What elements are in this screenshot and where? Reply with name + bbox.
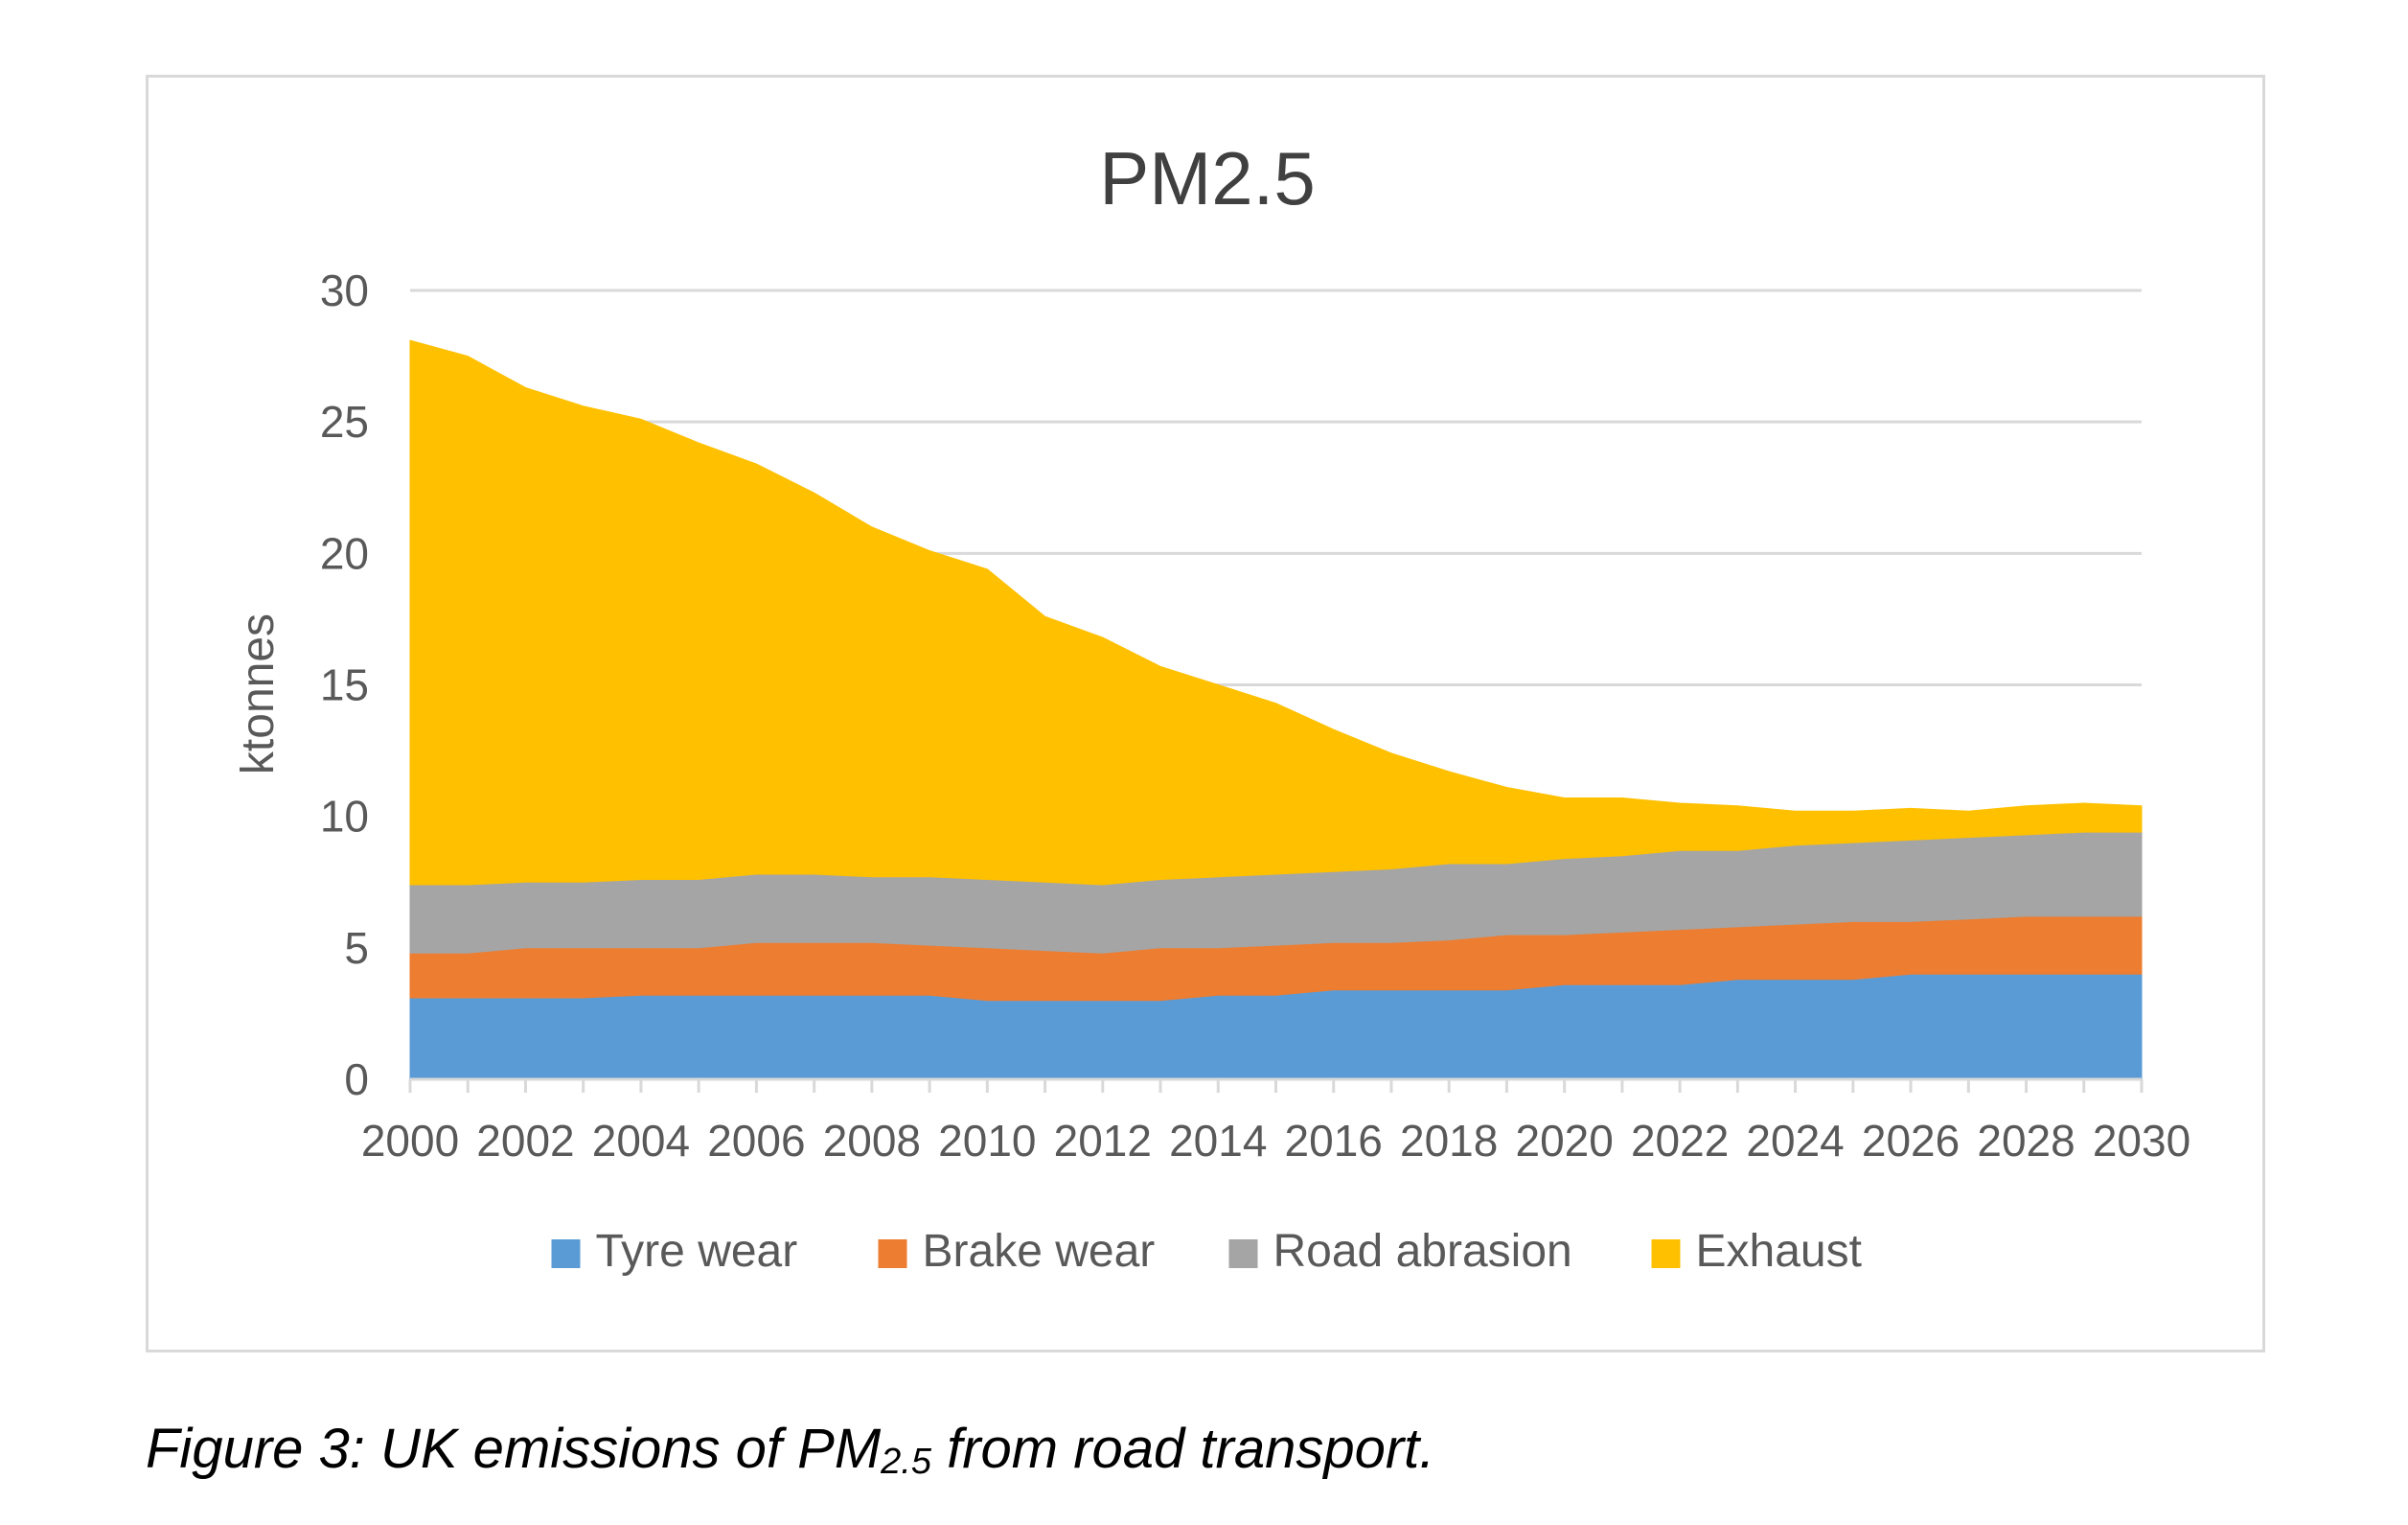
- chart-title: PM2.5: [1099, 136, 1315, 220]
- y-axis-title: ktonnes: [233, 613, 284, 774]
- x-tick-label-2014: 2014: [1169, 1116, 1267, 1166]
- x-tick-label-2016: 2016: [1285, 1116, 1383, 1166]
- legend-item-road-abrasion: Road abrasion: [1228, 1226, 1572, 1277]
- figure-caption: Figure 3: UK emissions of PM2.5 from roa…: [146, 1417, 1434, 1483]
- legend-label-tyre-wear: Tyre wear: [596, 1226, 798, 1277]
- x-tick-label-2022: 2022: [1631, 1116, 1729, 1166]
- x-tick-label-2012: 2012: [1054, 1116, 1152, 1166]
- y-tick-label-5: 5: [344, 923, 369, 973]
- x-tick-label-2026: 2026: [1862, 1116, 1960, 1166]
- legend-label-road-abrasion: Road abrasion: [1273, 1226, 1572, 1277]
- x-tick-label-2000: 2000: [361, 1116, 459, 1166]
- legend-swatch-road-abrasion: [1228, 1239, 1258, 1268]
- chart-svg: 0 5 10 15 20 25 30 2000 2002 2004 2006 2008 2010 201…: [233, 136, 2190, 1277]
- y-tick-label-15: 15: [320, 660, 369, 710]
- x-tick-label-2020: 2020: [1515, 1116, 1613, 1166]
- legend-item-brake-wear: Brake wear: [878, 1226, 1156, 1277]
- x-tick-label-2002: 2002: [476, 1116, 574, 1166]
- x-tick-label-2028: 2028: [1977, 1116, 2075, 1166]
- legend-item-exhaust: Exhaust: [1651, 1226, 1862, 1277]
- area-exhaust: [409, 339, 2143, 886]
- area-series: [409, 339, 2143, 1080]
- y-tick-label-30: 30: [320, 266, 369, 315]
- caption-suffix: from road transport.: [930, 1418, 1435, 1480]
- legend-label-exhaust: Exhaust: [1696, 1226, 1862, 1277]
- y-tick-label-0: 0: [344, 1054, 369, 1104]
- legend-swatch-exhaust: [1651, 1239, 1681, 1268]
- x-tick-label-2004: 2004: [592, 1116, 690, 1166]
- y-tick-label-25: 25: [320, 397, 369, 447]
- x-axis-tick-labels: 2000 2002 2004 2006 2008 2010 2012 2014 2016 2018…: [361, 1116, 2190, 1166]
- x-tick-label-2006: 2006: [707, 1116, 805, 1166]
- x-tick-label-2018: 2018: [1400, 1116, 1498, 1166]
- chart-frame: 0 5 10 15 20 25 30 2000 2002 2004 2006 2008 2010 201…: [146, 75, 2265, 1352]
- y-tick-label-20: 20: [320, 528, 369, 578]
- caption-subscript: 2.5: [881, 1442, 931, 1482]
- legend-label-brake-wear: Brake wear: [923, 1226, 1156, 1277]
- x-tick-label-2030: 2030: [2093, 1116, 2190, 1166]
- caption-prefix: Figure 3: UK emissions of PM: [146, 1418, 882, 1480]
- legend: Tyre wear Brake wear Road abrasion Exhaust: [551, 1226, 1862, 1277]
- legend-item-tyre-wear: Tyre wear: [551, 1226, 798, 1277]
- x-tick-label-2010: 2010: [938, 1116, 1036, 1166]
- legend-swatch-brake-wear: [878, 1239, 907, 1268]
- x-tick-label-2008: 2008: [823, 1116, 921, 1166]
- x-tick-label-2024: 2024: [1746, 1116, 1844, 1166]
- legend-swatch-tyre-wear: [551, 1239, 581, 1268]
- y-tick-label-10: 10: [320, 792, 369, 842]
- x-axis: [408, 1077, 2144, 1093]
- y-axis-tick-labels: 0 5 10 15 20 25 30: [320, 266, 369, 1104]
